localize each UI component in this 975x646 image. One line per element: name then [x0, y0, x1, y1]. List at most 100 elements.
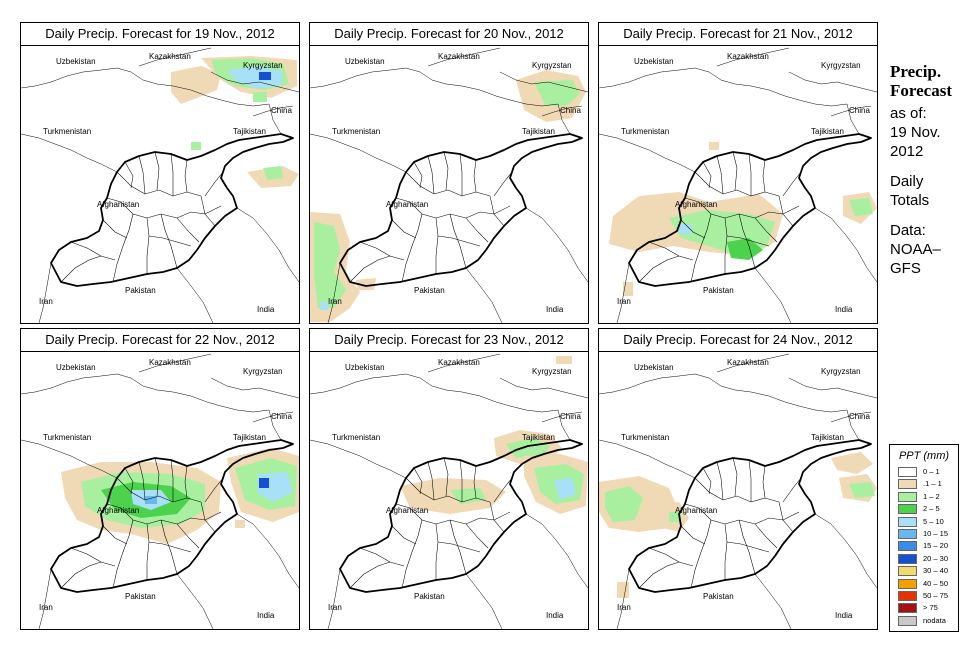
country-border: [716, 353, 790, 373]
province-border: [160, 519, 178, 575]
province-border: [690, 213, 712, 283]
country-border: [210, 71, 299, 93]
legend-label: 10 – 15: [923, 529, 949, 538]
country-label-pakistan: Pakistan: [703, 592, 734, 601]
precip-map: Uzbekistan Kazakhstan Kyrgyzstan China Turkm…: [310, 352, 588, 629]
province-border: [493, 171, 513, 197]
province-border: [702, 161, 712, 189]
province-border: [716, 461, 724, 501]
country-border: [499, 71, 588, 93]
legend-swatch: [898, 479, 917, 490]
country-border: [252, 105, 294, 117]
province-border: [138, 155, 146, 195]
province-borders: [349, 457, 513, 589]
country-label-kyrgyzstan: Kyrgyzstan: [243, 367, 283, 376]
legend-label: 15 – 20: [923, 541, 949, 551]
data-source-label: Data:: [890, 222, 926, 239]
country-label-tajikistan: Tajikistan: [522, 433, 555, 442]
legend-item: 40 – 50: [898, 578, 958, 590]
precip-area: [259, 478, 269, 488]
province-border: [102, 219, 128, 239]
country-border: [541, 105, 583, 117]
precip-area: [605, 486, 643, 522]
country-border: [21, 67, 192, 91]
country-label-uzbekistan: Uzbekistan: [56, 363, 96, 372]
legend-label: 30 – 40: [923, 566, 949, 576]
province-border: [702, 467, 712, 495]
precip-area: [320, 302, 328, 310]
precip-area: [259, 72, 271, 80]
precip-map: Uzbekistan Kazakhstan Kyrgyzstan China Turkm…: [599, 46, 877, 323]
country-border: [846, 409, 860, 441]
country-border: [716, 47, 790, 67]
province-border: [138, 461, 146, 501]
precip-layer: [310, 70, 586, 322]
province-border: [443, 151, 449, 191]
province-border: [359, 241, 405, 261]
province-border: [465, 217, 489, 243]
province-border: [349, 561, 391, 589]
map-labels: Uzbekistan Kazakhstan Kyrgyzstan China Turkm…: [328, 52, 581, 314]
province-border: [778, 501, 794, 533]
country-label-kazakhstan: Kazakhstan: [438, 358, 480, 367]
precip-map: Uzbekistan Kazakhstan Kyrgyzstan China Turkm…: [21, 352, 299, 629]
side-title-line2: Forecast: [890, 81, 952, 100]
country-border: [236, 207, 299, 283]
province-border: [782, 477, 802, 503]
legend-label: 1 – 2: [923, 491, 940, 501]
country-border: [557, 103, 571, 135]
side-info: Precip. Forecast as of: 19 Nov. 2012 Dai…: [890, 62, 970, 278]
country-border: [310, 67, 481, 91]
country-label-kazakhstan: Kazakhstan: [149, 358, 191, 367]
legend-label: 40 – 50: [923, 578, 949, 588]
country-border: [176, 573, 214, 629]
country-label-uzbekistan: Uzbekistan: [56, 57, 96, 66]
country-border: [754, 267, 792, 323]
province-border: [401, 519, 423, 589]
country-label-iran: Iran: [328, 297, 342, 306]
province-border: [60, 561, 102, 589]
province-border: [748, 459, 752, 502]
country-border: [499, 377, 588, 399]
legend-label: 2 – 5: [923, 504, 940, 514]
province-border: [112, 213, 134, 283]
province-border: [401, 213, 423, 283]
province-border: [154, 457, 160, 497]
precip-map: Uzbekistan Kazakhstan Kyrgyzstan China Turkm…: [310, 46, 588, 323]
country-border: [138, 47, 212, 67]
country-border: [479, 395, 559, 413]
legend-label: 50 – 75: [923, 591, 949, 600]
province-border: [724, 217, 728, 274]
province-border: [680, 219, 706, 239]
country-label-india: India: [835, 305, 853, 314]
province-border: [754, 523, 778, 549]
precip-layer: [171, 56, 299, 188]
precip-area: [145, 496, 157, 504]
legend-swatch: [898, 566, 917, 577]
country-border: [427, 47, 501, 67]
forecast-panel-nov-19: Daily Precip. Forecast for 19 Nov., 2012…: [20, 22, 300, 324]
province-border: [204, 477, 224, 503]
country-border: [176, 267, 214, 323]
country-label-tajikistan: Tajikistan: [522, 127, 555, 136]
province-border: [694, 171, 780, 197]
afghanistan-outline: [628, 439, 872, 593]
country-border: [768, 395, 848, 413]
country-label-turkmenistan: Turkmenistan: [621, 433, 669, 442]
province-border: [124, 467, 134, 495]
province-border: [732, 151, 738, 191]
country-border: [21, 373, 192, 397]
country-border: [479, 89, 559, 107]
province-border: [782, 171, 802, 197]
legend-item: 2 – 5: [898, 504, 958, 515]
province-border: [102, 525, 128, 545]
precip-area: [314, 222, 346, 308]
country-border: [814, 513, 877, 589]
country-label-pakistan: Pakistan: [703, 286, 734, 295]
country-label-kyrgyzstan: Kyrgyzstan: [243, 61, 283, 70]
province-border: [427, 155, 435, 195]
country-border: [830, 105, 872, 117]
legend-label: .1 – 1: [923, 479, 942, 489]
country-label-afghanistan: Afghanistan: [97, 200, 139, 209]
precip-map: Uzbekistan Kazakhstan Kyrgyzstan China Turkm…: [21, 46, 299, 323]
